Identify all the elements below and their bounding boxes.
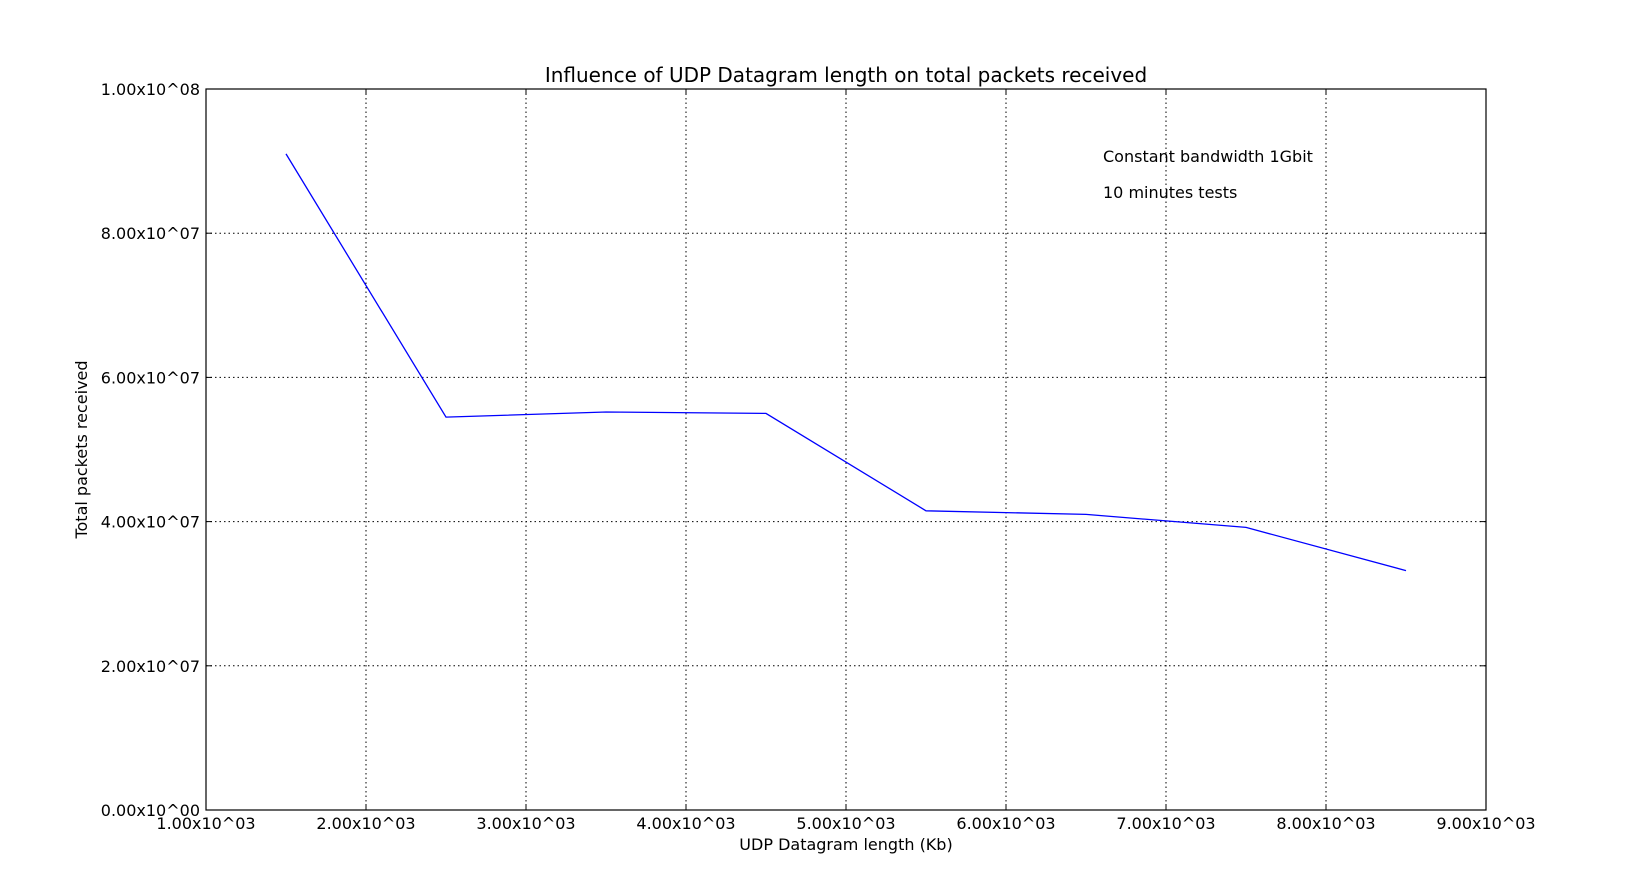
x-tick-label: 4.00x10^03 <box>636 814 735 833</box>
x-tick-label: 7.00x10^03 <box>1116 814 1215 833</box>
y-tick-label: 0.00x10^00 <box>101 801 200 820</box>
chart-title: Influence of UDP Datagram length on tota… <box>545 63 1147 87</box>
annotation-bandwidth: Constant bandwidth 1Gbit <box>1103 147 1313 166</box>
x-tick-label: 1.00x10^03 <box>156 814 255 833</box>
y-tick-label: 1.00x10^08 <box>101 80 200 99</box>
x-tick-label: 2.00x10^03 <box>316 814 415 833</box>
grid <box>206 89 1486 810</box>
axis-ticks <box>205 88 1487 811</box>
x-tick-label: 6.00x10^03 <box>956 814 1055 833</box>
x-axis-label: UDP Datagram length (Kb) <box>739 835 952 854</box>
y-tick-label: 8.00x10^07 <box>101 224 200 243</box>
x-tick-label: 5.00x10^03 <box>796 814 895 833</box>
y-axis-label: Total packets received <box>72 360 91 539</box>
x-tick-label: 3.00x10^03 <box>476 814 575 833</box>
annotation-duration: 10 minutes tests <box>1103 183 1237 202</box>
tick-labels: 1.00x10^03 2.00x10^03 3.00x10^03 4.00x10^03… <box>101 80 1536 833</box>
x-tick-label: 8.00x10^03 <box>1276 814 1375 833</box>
plot-area <box>285 153 1407 572</box>
y-tick-label: 6.00x10^07 <box>101 368 200 387</box>
y-tick-label: 2.00x10^07 <box>101 657 200 676</box>
x-tick-label: 9.00x10^03 <box>1436 814 1535 833</box>
y-tick-label: 4.00x10^07 <box>101 513 200 532</box>
series-line <box>285 153 1407 572</box>
